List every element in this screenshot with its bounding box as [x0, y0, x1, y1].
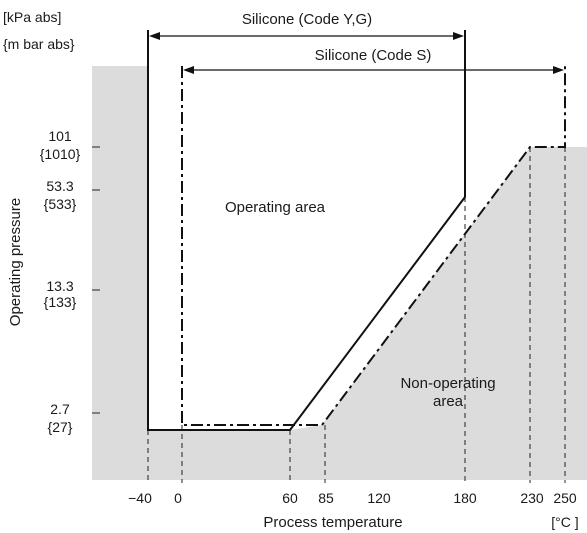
xtick-label: 120	[367, 490, 391, 506]
arrowhead-s-left	[183, 66, 194, 74]
range-label-ygs: Silicone (Code Y,G)	[242, 11, 372, 28]
xtick-label: 60	[282, 490, 298, 506]
xtick-label: 180	[453, 490, 477, 506]
x-axis-title: Process temperature	[263, 514, 402, 531]
ytick-label-kpa: 13.3	[46, 278, 73, 294]
operating-region	[148, 30, 465, 430]
y-axis-title: Operating pressure	[7, 198, 24, 326]
xtick-label: 230	[520, 490, 544, 506]
non-operating-label-line1: Non-operating	[400, 375, 495, 392]
ytick-label-mbar: {1010}	[40, 146, 81, 162]
range-label-s: Silicone (Code S)	[315, 47, 432, 64]
non-operating-region	[92, 66, 587, 480]
ytick-label-kpa: 101	[48, 128, 72, 144]
arrowhead-s-right	[553, 66, 564, 74]
non-operating-label-line2: area	[433, 393, 464, 410]
unit-temperature: [°C ]	[551, 514, 578, 530]
operating-area-label: Operating area	[225, 199, 326, 216]
ytick-label-mbar: {133}	[44, 294, 77, 310]
unit-kpa: [kPa abs]	[3, 9, 61, 25]
ytick-label-mbar: {27}	[48, 419, 73, 435]
arrowhead-ygs-left	[149, 32, 160, 40]
code-ygs-boundary	[147, 30, 466, 431]
code-s-boundary	[181, 66, 566, 426]
arrowhead-ygs-right	[453, 32, 464, 40]
xtick-label: 85	[318, 490, 334, 506]
ytick-label-mbar: {533}	[44, 196, 77, 212]
xtick-label: 250	[553, 490, 577, 506]
xtick-label: 0	[174, 490, 182, 506]
unit-mbar: {m bar abs}	[3, 36, 75, 52]
ytick-label-kpa: 2.7	[50, 401, 70, 417]
xtick-label: −40	[128, 490, 152, 506]
ytick-label-kpa: 53.3	[46, 178, 73, 194]
